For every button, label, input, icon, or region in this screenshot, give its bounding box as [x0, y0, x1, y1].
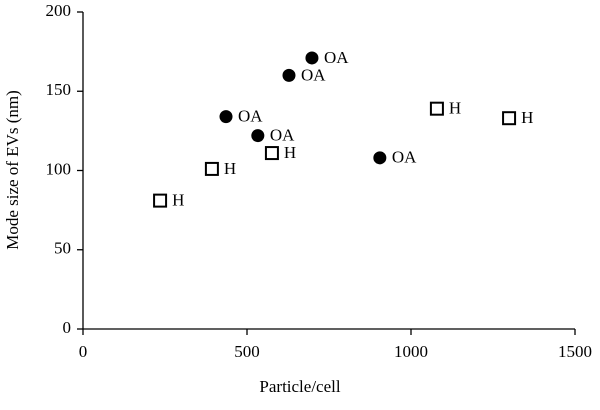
point: [264, 146, 279, 161]
point-label: H: [284, 143, 296, 162]
point-label: H: [521, 108, 533, 127]
y-tick-label: 100: [46, 159, 72, 178]
point: [219, 110, 233, 124]
y-tick-label: 150: [46, 80, 72, 99]
point-label: OA: [270, 126, 295, 145]
point-label: OA: [301, 65, 326, 84]
point-label: H: [224, 159, 236, 178]
point: [429, 101, 444, 116]
point-label: OA: [392, 148, 417, 167]
x-axis-label: Particle/cell: [259, 377, 340, 396]
x-tick-label: 1500: [558, 342, 592, 361]
point: [502, 111, 517, 126]
point-label: OA: [324, 48, 349, 67]
y-tick-label: 200: [46, 1, 72, 20]
point-label: H: [172, 191, 184, 210]
y-axis-label: Mode size of EVs (nm): [3, 90, 22, 250]
point-label: OA: [238, 107, 263, 126]
point: [305, 51, 319, 65]
point: [153, 193, 168, 208]
x-tick-label: 1000: [394, 342, 428, 361]
x-tick-label: 0: [79, 342, 88, 361]
x-tick-label: 500: [234, 342, 260, 361]
point: [282, 68, 296, 82]
point: [251, 129, 265, 143]
y-tick-label: 50: [54, 239, 71, 258]
point-label: H: [449, 99, 461, 118]
point: [204, 161, 219, 176]
y-tick-label: 0: [63, 318, 72, 337]
point: [373, 151, 387, 165]
